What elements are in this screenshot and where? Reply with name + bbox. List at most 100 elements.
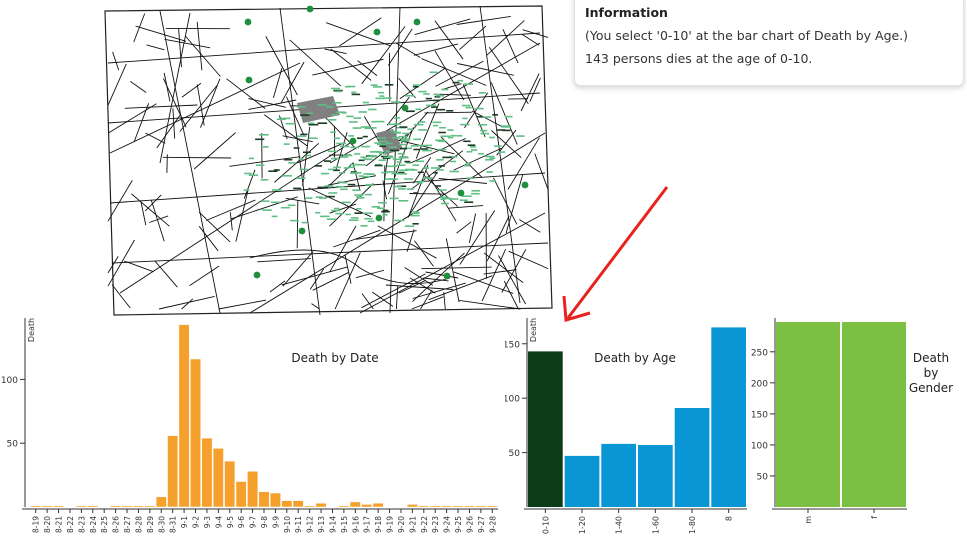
- bar-9-9[interactable]: [269, 492, 281, 508]
- death-marker-icon[interactable]: [283, 158, 293, 161]
- death-marker-icon[interactable]: [386, 142, 393, 145]
- bar-8-23[interactable]: [75, 505, 87, 508]
- death-marker-icon[interactable]: [398, 169, 409, 172]
- death-marker-icon[interactable]: [429, 71, 438, 74]
- death-marker-icon[interactable]: [331, 209, 341, 212]
- death-marker-icon[interactable]: [332, 102, 342, 104]
- death-marker-icon[interactable]: [415, 108, 422, 111]
- death-marker-icon[interactable]: [422, 177, 433, 179]
- death-marker-icon[interactable]: [318, 197, 327, 199]
- bar-8-21[interactable]: [53, 505, 64, 508]
- death-marker-icon[interactable]: [362, 135, 368, 138]
- bar-9-18[interactable]: [372, 502, 384, 508]
- death-marker-icon[interactable]: [308, 137, 318, 139]
- death-marker-icon[interactable]: [474, 107, 484, 110]
- death-by-age-chart[interactable]: 50 100 150 Death 0-10 1-20 1-40 1-60 1-80 8 Death …: [505, 318, 750, 538]
- death-marker-icon[interactable]: [339, 172, 346, 174]
- death-marker-icon[interactable]: [367, 220, 375, 223]
- death-marker-icon[interactable]: [384, 84, 394, 86]
- death-marker-icon[interactable]: [489, 157, 496, 159]
- death-marker-icon[interactable]: [372, 86, 383, 88]
- water-pump-icon[interactable]: [443, 272, 451, 280]
- bar-9-4[interactable]: [212, 448, 224, 508]
- bar-11-20[interactable]: [564, 455, 600, 507]
- death-marker-icon[interactable]: [360, 156, 367, 159]
- death-marker-icon[interactable]: [476, 116, 484, 118]
- death-marker-icon[interactable]: [466, 177, 474, 179]
- death-marker-icon[interactable]: [504, 115, 513, 118]
- death-marker-icon[interactable]: [430, 167, 440, 169]
- death-markers[interactable]: [243, 71, 525, 228]
- death-marker-icon[interactable]: [437, 108, 446, 111]
- death-marker-icon[interactable]: [466, 150, 473, 153]
- death-marker-icon[interactable]: [401, 138, 411, 140]
- death-marker-icon[interactable]: [317, 104, 327, 106]
- death-marker-icon[interactable]: [368, 108, 377, 111]
- death-marker-icon[interactable]: [296, 177, 306, 179]
- death-marker-icon[interactable]: [340, 156, 349, 158]
- death-marker-icon[interactable]: [382, 209, 389, 212]
- bar-9-22[interactable]: [418, 505, 430, 508]
- death-marker-icon[interactable]: [497, 129, 506, 131]
- death-marker-icon[interactable]: [259, 134, 269, 136]
- death-marker-icon[interactable]: [349, 121, 358, 123]
- death-marker-icon[interactable]: [371, 120, 377, 123]
- death-marker-icon[interactable]: [479, 129, 488, 132]
- death-marker-icon[interactable]: [391, 137, 401, 139]
- death-marker-icon[interactable]: [345, 85, 351, 88]
- death-marker-icon[interactable]: [471, 192, 480, 195]
- bar-9-24[interactable]: [441, 505, 453, 508]
- death-marker-icon[interactable]: [418, 180, 424, 183]
- death-marker-icon[interactable]: [326, 218, 337, 220]
- death-marker-icon[interactable]: [308, 123, 319, 126]
- water-pump-icon[interactable]: [401, 104, 409, 112]
- death-marker-icon[interactable]: [367, 155, 376, 158]
- death-marker-icon[interactable]: [244, 172, 252, 175]
- bar-9-7[interactable]: [247, 471, 259, 508]
- death-marker-icon[interactable]: [464, 201, 474, 203]
- death-marker-icon[interactable]: [438, 140, 446, 143]
- death-marker-icon[interactable]: [327, 119, 337, 121]
- death-marker-icon[interactable]: [378, 140, 388, 143]
- death-marker-icon[interactable]: [460, 123, 470, 126]
- death-marker-icon[interactable]: [478, 124, 488, 126]
- death-marker-icon[interactable]: [423, 167, 429, 169]
- death-marker-icon[interactable]: [375, 97, 385, 100]
- death-marker-icon[interactable]: [391, 101, 401, 103]
- death-marker-icon[interactable]: [290, 219, 299, 222]
- death-marker-icon[interactable]: [400, 139, 410, 142]
- death-marker-icon[interactable]: [280, 206, 290, 209]
- bar-9-2[interactable]: [190, 358, 201, 508]
- death-marker-icon[interactable]: [386, 171, 397, 173]
- death-marker-icon[interactable]: [261, 200, 270, 202]
- death-marker-icon[interactable]: [417, 121, 426, 123]
- death-marker-icon[interactable]: [354, 212, 363, 214]
- death-marker-icon[interactable]: [283, 143, 290, 145]
- death-marker-icon[interactable]: [343, 167, 350, 169]
- death-marker-icon[interactable]: [404, 147, 412, 150]
- death-marker-icon[interactable]: [248, 157, 254, 160]
- death-marker-icon[interactable]: [306, 112, 313, 115]
- death-marker-icon[interactable]: [305, 197, 313, 199]
- death-marker-icon[interactable]: [377, 91, 384, 94]
- death-marker-icon[interactable]: [350, 217, 359, 219]
- death-marker-icon[interactable]: [416, 182, 423, 184]
- bar-9-11[interactable]: [292, 500, 304, 508]
- death-marker-icon[interactable]: [398, 135, 407, 138]
- death-marker-icon[interactable]: [387, 165, 398, 168]
- death-marker-icon[interactable]: [418, 129, 427, 131]
- death-marker-icon[interactable]: [299, 168, 309, 171]
- death-marker-icon[interactable]: [334, 207, 340, 210]
- death-marker-icon[interactable]: [431, 106, 438, 108]
- death-marker-icon[interactable]: [412, 211, 419, 213]
- bar-9-8[interactable]: [258, 491, 270, 508]
- water-pump-icon[interactable]: [457, 189, 465, 197]
- death-marker-icon[interactable]: [255, 164, 265, 166]
- death-marker-icon[interactable]: [438, 131, 446, 134]
- death-marker-icon[interactable]: [352, 189, 360, 191]
- death-marker-icon[interactable]: [440, 198, 446, 201]
- death-marker-icon[interactable]: [371, 206, 380, 208]
- death-marker-icon[interactable]: [494, 145, 502, 147]
- death-marker-icon[interactable]: [271, 201, 281, 204]
